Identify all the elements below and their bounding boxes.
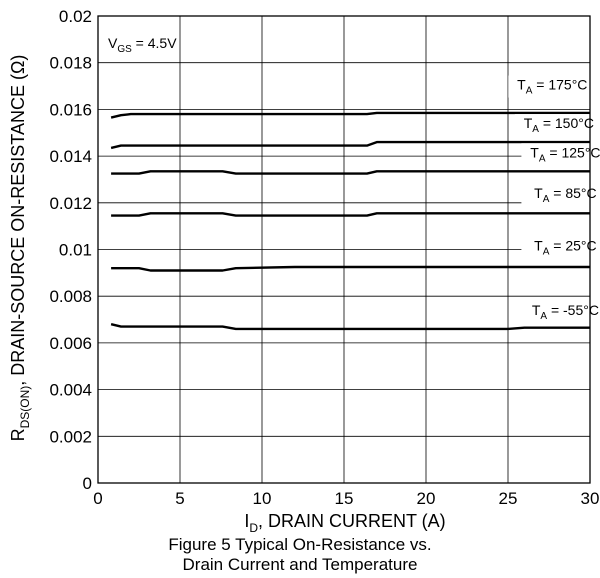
- series-line: [110, 140, 590, 150]
- y-tick-label: 0: [83, 474, 92, 493]
- figure-caption-line-2: Drain Current and Temperature: [182, 555, 418, 574]
- figure-caption-line-1: Figure 5 Typical On-Resistance vs.: [168, 535, 432, 554]
- series-label: TA = 150°C: [524, 115, 594, 135]
- series-labels: TA = 175°C TA = 150°C TA = 125°C TA = 85°C T…: [508, 75, 600, 323]
- y-tick-label: 0.014: [49, 147, 92, 166]
- series-label: TA = 175°C: [517, 77, 587, 97]
- x-tick-label: 25: [499, 489, 518, 508]
- y-tick-label: 0.008: [49, 287, 92, 306]
- series-line: [111, 265, 590, 272]
- tick-labels: 0 5 10 15 20 25 30 0 0.002 0.004 0.006 0.008 0.01 0.0…: [49, 7, 599, 508]
- x-tick-label: 20: [417, 489, 436, 508]
- x-tick-label: 10: [253, 489, 272, 508]
- series-label: TA = 25°C: [534, 238, 596, 258]
- y-tick-label: 0.002: [49, 427, 92, 446]
- series-line: [110, 111, 590, 119]
- y-tick-label: 0.006: [49, 334, 92, 353]
- series-label: TA = 85°C: [534, 185, 596, 205]
- series-line: [111, 212, 590, 217]
- series-label-background: [521, 300, 600, 323]
- y-tick-label: 0.012: [49, 194, 92, 213]
- series-label-background: [514, 114, 600, 137]
- series-label-background: [521, 236, 600, 259]
- y-tick-label: 0.018: [49, 54, 92, 73]
- series-line: [110, 323, 590, 331]
- series-label-background: [521, 143, 600, 166]
- y-tick-label: 0.02: [59, 7, 92, 26]
- y-tick-label: 0.016: [49, 100, 92, 119]
- x-tick-label: 15: [335, 489, 354, 508]
- series-label: TA = 125°C: [530, 144, 600, 164]
- y-axis-label: RDS(ON), DRAIN-SOURCE ON-RESISTANCE (Ω): [8, 55, 32, 442]
- series-line: [111, 170, 590, 175]
- x-axis-label: ID, DRAIN CURRENT (A): [244, 511, 445, 535]
- y-tick-label: 0.004: [49, 381, 92, 400]
- vgs-annotation: VGS = 4.5V: [108, 35, 177, 55]
- y-tick-label: 0.01: [59, 241, 92, 260]
- series-lines: [110, 111, 590, 331]
- x-tick-label: 5: [175, 489, 184, 508]
- x-tick-label: 30: [581, 489, 600, 508]
- series-label: TA = -55°C: [532, 302, 599, 322]
- series-label-background: [521, 184, 600, 207]
- x-tick-label: 0: [93, 489, 102, 508]
- plot-area-frame: [97, 15, 591, 484]
- series-label-background: [508, 75, 597, 98]
